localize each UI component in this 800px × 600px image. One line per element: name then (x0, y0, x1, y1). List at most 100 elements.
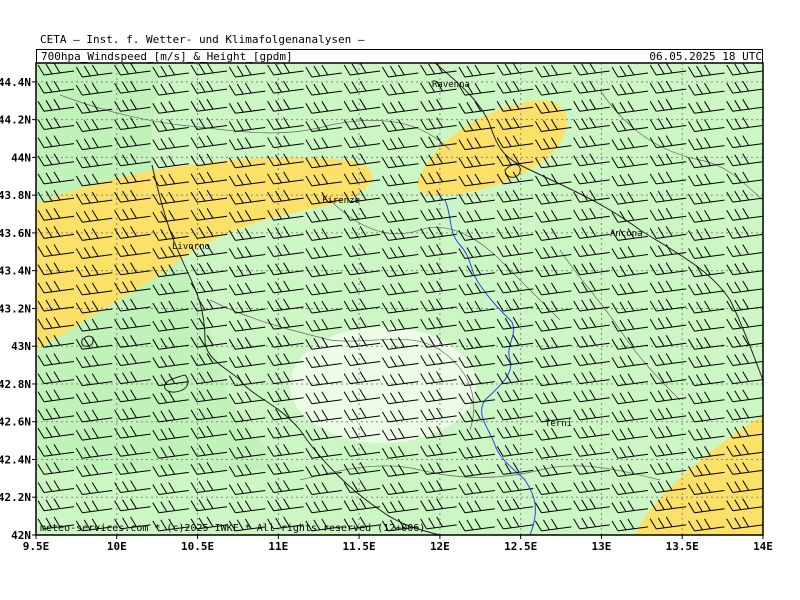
wind-barb (534, 300, 572, 314)
wind-barb (726, 135, 763, 149)
wind-barb (114, 371, 151, 385)
wind-barb (343, 99, 381, 112)
wind-barb (190, 244, 228, 258)
wind-barb (75, 518, 113, 532)
wind-barb (534, 355, 572, 368)
wind-barb (114, 516, 151, 530)
wind-barb (573, 171, 610, 185)
wind-barb (534, 282, 572, 296)
wind-barb (343, 117, 381, 130)
wind-barb (37, 353, 75, 366)
wind-barb (190, 498, 228, 512)
wind-barb (343, 443, 381, 457)
x-tick-label: 12.5E (504, 540, 537, 553)
wind-barb (458, 282, 495, 296)
wind-barb (458, 427, 495, 441)
wind-barb (496, 244, 534, 258)
wind-barb (649, 63, 687, 76)
y-tick-label: 43.6N (0, 227, 31, 240)
wind-barb (573, 280, 610, 294)
wind-barb (305, 282, 342, 296)
wind-barb (611, 409, 649, 423)
wind-barb (343, 135, 381, 149)
wind-barb (152, 119, 189, 132)
y-tick-label: 42N (11, 529, 31, 542)
wind-barb (420, 316, 457, 330)
wind-barb (114, 353, 151, 366)
wind-barb (381, 427, 419, 441)
wind-barb (420, 171, 457, 185)
wind-barb (75, 300, 113, 314)
wind-barb (228, 64, 266, 78)
wind-barb (343, 462, 381, 475)
wind-barb (75, 101, 113, 114)
wind-barb (343, 153, 381, 167)
x-tick-label: 10.5E (181, 540, 214, 553)
wind-barb (343, 335, 381, 348)
wind-barb (267, 189, 304, 203)
wind-barb (267, 371, 304, 385)
wind-barb (573, 498, 610, 512)
wind-barb (305, 391, 342, 405)
wind-barb (496, 498, 534, 512)
wind-barb (688, 264, 725, 278)
wind-barb (267, 498, 304, 512)
wind-barb (726, 443, 763, 457)
wind-barb (726, 226, 763, 239)
wind-barb (534, 82, 572, 96)
wind-barb (37, 226, 75, 239)
wind-barb (496, 63, 534, 76)
wind-barb (343, 171, 381, 185)
wind-barb (305, 173, 342, 187)
wind-barb (343, 353, 381, 366)
wind-barb (228, 137, 266, 151)
wind-barb (305, 337, 342, 350)
wind-barb (534, 101, 572, 114)
wind-barb (305, 264, 342, 278)
wind-barb (649, 462, 687, 475)
wind-barb (573, 117, 610, 130)
wind-barb (228, 337, 266, 350)
wind-barb (305, 409, 342, 423)
wind-barb (496, 226, 534, 239)
wind-barb (611, 264, 649, 278)
wind-barb (305, 64, 342, 78)
y-tick-label: 42.2N (0, 491, 31, 504)
tiber-river (444, 199, 536, 535)
wind-barb (534, 173, 572, 187)
wind-barb (726, 298, 763, 312)
wind-barb (726, 462, 763, 475)
wind-barb (305, 373, 342, 387)
wind-barb (458, 119, 495, 132)
wind-barb (381, 155, 419, 169)
wind-barb (114, 335, 151, 348)
wind-barb (190, 335, 228, 348)
city-labels: Ravenna Firenze Livorno Ancona Terni (172, 80, 643, 429)
wind-barb (726, 171, 763, 185)
high-speed-zone-west (36, 157, 373, 350)
city-label-firenze: Firenze (322, 196, 360, 206)
wind-barb (37, 189, 75, 203)
wind-barb (611, 101, 649, 114)
wind-barb (190, 443, 228, 457)
wind-barb (573, 316, 610, 330)
wind-barb (75, 191, 113, 205)
wind-barb (534, 482, 572, 496)
wind-barb (37, 407, 75, 421)
wind-barb (343, 226, 381, 239)
y-axis-ticks: 42N 42.2N 42.4N 42.6N 42.8N 43N 43.2N 43.4N 43.6… (0, 76, 36, 542)
wind-barb (267, 462, 304, 475)
wind-barb (381, 464, 419, 477)
wind-barb (726, 389, 763, 403)
wind-barb (611, 391, 649, 405)
wind-barb (114, 63, 151, 76)
wind-barb (75, 173, 113, 187)
wind-barb (114, 389, 151, 403)
wind-barb (114, 262, 151, 276)
wind-barb (190, 316, 228, 330)
wind-barb (343, 280, 381, 294)
wind-barb (152, 209, 189, 223)
wind-barb (267, 171, 304, 185)
wind-barb (458, 101, 495, 114)
city-label-ravenna: Ravenna (432, 80, 470, 90)
